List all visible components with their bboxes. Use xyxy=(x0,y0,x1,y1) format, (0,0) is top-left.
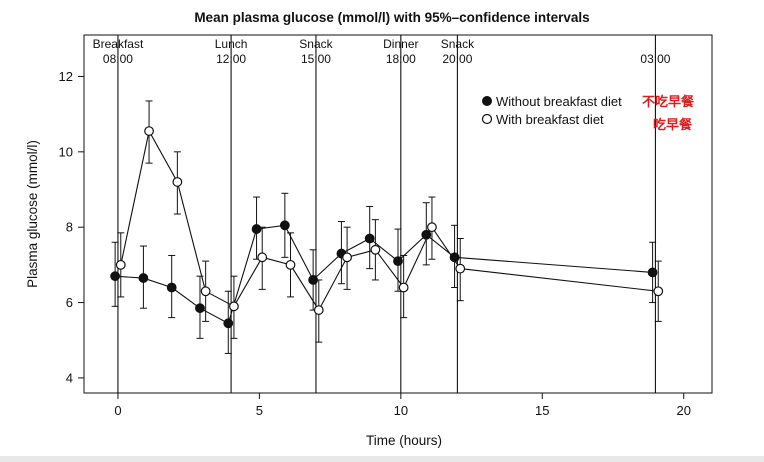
data-point xyxy=(370,244,381,255)
data-point xyxy=(200,286,211,297)
data-point xyxy=(251,224,262,234)
data-point xyxy=(110,271,121,282)
meal-time-label: 12:00 xyxy=(216,52,246,66)
x-tick-label: 20 xyxy=(676,403,690,418)
data-point xyxy=(653,286,664,297)
data-point xyxy=(144,126,154,136)
data-point xyxy=(364,233,375,244)
data-point xyxy=(398,282,409,293)
series-with-breakfast xyxy=(115,100,664,343)
x-tick-label: 0 xyxy=(114,403,121,418)
data-point xyxy=(138,273,149,283)
x-axis: 0 5 10 15 20 xyxy=(114,393,691,418)
meal-labels: Breakfast08:00Lunch12:00Snack15:00Dinner… xyxy=(93,37,671,66)
data-point xyxy=(279,220,290,231)
y-tick-label: 6 xyxy=(66,295,73,310)
meal-time-label: 18:00 xyxy=(386,52,416,66)
x-axis-label: Time (hours) xyxy=(366,433,442,448)
data-point xyxy=(455,263,466,274)
data-point xyxy=(115,259,126,270)
y-tick-label: 4 xyxy=(66,370,73,385)
meal-name-label: Snack xyxy=(441,37,475,51)
data-point xyxy=(223,318,234,329)
y-axis-label: Plasma glucose (mmol/l) xyxy=(25,140,40,288)
meal-name-label: Dinner xyxy=(383,37,418,51)
data-point xyxy=(285,259,296,270)
annotation-without-breakfast: 不吃早餐 xyxy=(642,94,695,109)
data-point xyxy=(393,256,403,267)
legend-label-without-breakfast: Without breakfast diet xyxy=(496,94,622,109)
data-point xyxy=(427,222,437,233)
data-point xyxy=(166,282,177,293)
meal-time-label: 08:00 xyxy=(103,52,133,66)
annotation-with-breakfast: 吃早餐 xyxy=(653,117,693,132)
meal-time-label: 15:00 xyxy=(301,52,331,66)
legend-marker-with-breakfast xyxy=(481,113,493,125)
meal-time-label: 03:00 xyxy=(640,52,670,66)
y-axis: 4 6 8 10 12 xyxy=(59,69,84,385)
y-tick-label: 10 xyxy=(59,144,73,159)
data-point xyxy=(229,301,239,312)
y-tick-label: 12 xyxy=(59,69,73,84)
meal-time-label: 20:00 xyxy=(442,52,472,66)
data-point xyxy=(313,305,324,315)
data-point xyxy=(449,252,460,263)
chart-title: Mean plasma glucose (mmol/l) with 95%–co… xyxy=(194,10,589,25)
x-tick-label: 5 xyxy=(256,403,263,418)
y-tick-label: 8 xyxy=(66,220,73,235)
series-line xyxy=(120,129,659,312)
meal-name-label: Snack xyxy=(299,37,333,51)
meal-lines xyxy=(117,35,656,393)
legend: Without breakfast diet With breakfast di… xyxy=(481,94,622,127)
legend-label-with-breakfast: With breakfast diet xyxy=(496,112,604,127)
data-point xyxy=(257,252,268,263)
series-line xyxy=(115,224,653,325)
meal-name-label: Lunch xyxy=(215,37,248,51)
legend-marker-without-breakfast xyxy=(482,96,492,106)
series-without-breakfast xyxy=(110,192,658,354)
data-point xyxy=(195,303,205,314)
data-point xyxy=(172,177,183,187)
x-tick-label: 15 xyxy=(535,403,549,418)
data-point xyxy=(647,267,658,278)
series-layer xyxy=(110,100,664,354)
data-point xyxy=(342,252,352,263)
x-tick-label: 10 xyxy=(394,403,408,418)
meal-name-label: Breakfast xyxy=(93,37,144,51)
bottom-strip xyxy=(0,456,764,462)
plot-frame xyxy=(83,34,713,394)
